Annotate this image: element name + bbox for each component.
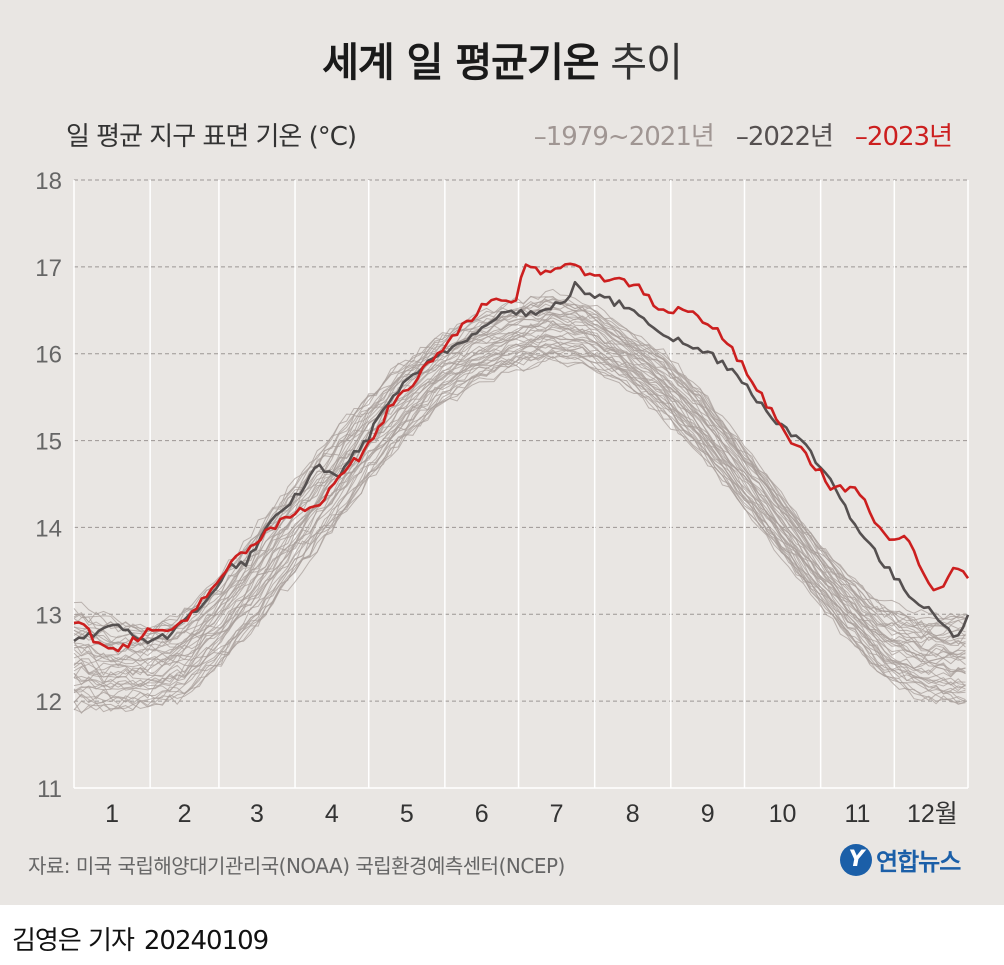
x-tick-label: 8 — [626, 800, 640, 828]
series-line-1979-2021 — [73, 356, 966, 715]
x-tick-label: 4 — [325, 800, 339, 828]
series-line-1979-2021 — [73, 341, 966, 692]
yonhap-logo: Y 연합뉴스 — [840, 842, 961, 877]
series-line-1979-2021 — [73, 353, 966, 713]
x-tick-label: 3 — [250, 800, 264, 828]
series-line-1979-2021 — [73, 342, 966, 691]
series-line-1979-2021 — [73, 323, 966, 672]
series-line-1979-2021 — [73, 288, 966, 629]
byline: 김영은 기자 20240109 — [12, 920, 269, 957]
series-line-1979-2021 — [73, 335, 966, 683]
series-line-1979-2021 — [73, 327, 966, 677]
reporter-name: 김영은 기자 — [12, 926, 135, 956]
x-tick-label: 9 — [701, 800, 715, 828]
series-line-1979-2021 — [73, 336, 966, 691]
x-tick-label: 6 — [475, 800, 489, 828]
y-tick-label: 14 — [35, 515, 62, 542]
series-line-2023 — [73, 262, 970, 653]
y-tick-label: 12 — [35, 689, 62, 716]
legend-item: –2023년 — [854, 122, 953, 152]
y-tick-label: 11 — [37, 776, 62, 803]
series-line-1979-2021 — [73, 350, 966, 704]
series-line-1979-2021 — [73, 317, 966, 662]
x-tick-label: 10 — [769, 800, 797, 828]
logo-mark-icon: Y — [840, 843, 872, 876]
series-line-2022 — [73, 280, 970, 645]
x-tick-label: 7 — [550, 800, 564, 828]
source-note: 자료: 미국 국립해양대기관리국(NOAA) 국립환경예측센터(NCEP) — [28, 854, 565, 878]
legend-item: –1979~2021년 — [533, 122, 715, 152]
series-line-1979-2021 — [73, 355, 966, 711]
series-line-1979-2021 — [73, 355, 966, 713]
series-line-1979-2021 — [73, 347, 966, 700]
y-tick-label: 18 — [35, 168, 62, 195]
x-tick-label: 5 — [400, 800, 414, 828]
publish-date: 20240109 — [143, 926, 269, 956]
series-line-1979-2021 — [73, 348, 966, 705]
y-tick-label: 16 — [35, 342, 62, 369]
y-tick-label: 17 — [35, 255, 62, 282]
y-axis-unit-label: 일 평균 지구 표면 기온 (°C) — [66, 122, 357, 152]
x-tick-label: 12월 — [907, 800, 958, 828]
x-tick-label: 11 — [845, 800, 871, 828]
series-line-1979-2021 — [73, 332, 966, 676]
y-tick-label: 15 — [35, 429, 62, 456]
chart-title: 세계 일 평균기온 추이 — [0, 30, 1004, 88]
legend: –1979~2021년 –2022년 –2023년 — [512, 116, 953, 153]
series-line-1979-2021 — [73, 326, 966, 676]
series-line-1979-2021 — [73, 348, 966, 700]
title-sub: 추이 — [610, 40, 683, 86]
logo-text: 연합뉴스 — [876, 848, 961, 876]
title-main: 세계 일 평균기온 — [322, 40, 599, 86]
y-tick-label: 13 — [35, 602, 62, 629]
x-tick-label: 1 — [105, 800, 119, 828]
x-tick-label: 2 — [178, 800, 192, 828]
legend-item: –2022년 — [735, 122, 834, 152]
infographic-card: 세계 일 평균기온 추이 일 평균 지구 표면 기온 (°C) –1979~20… — [0, 0, 1004, 905]
